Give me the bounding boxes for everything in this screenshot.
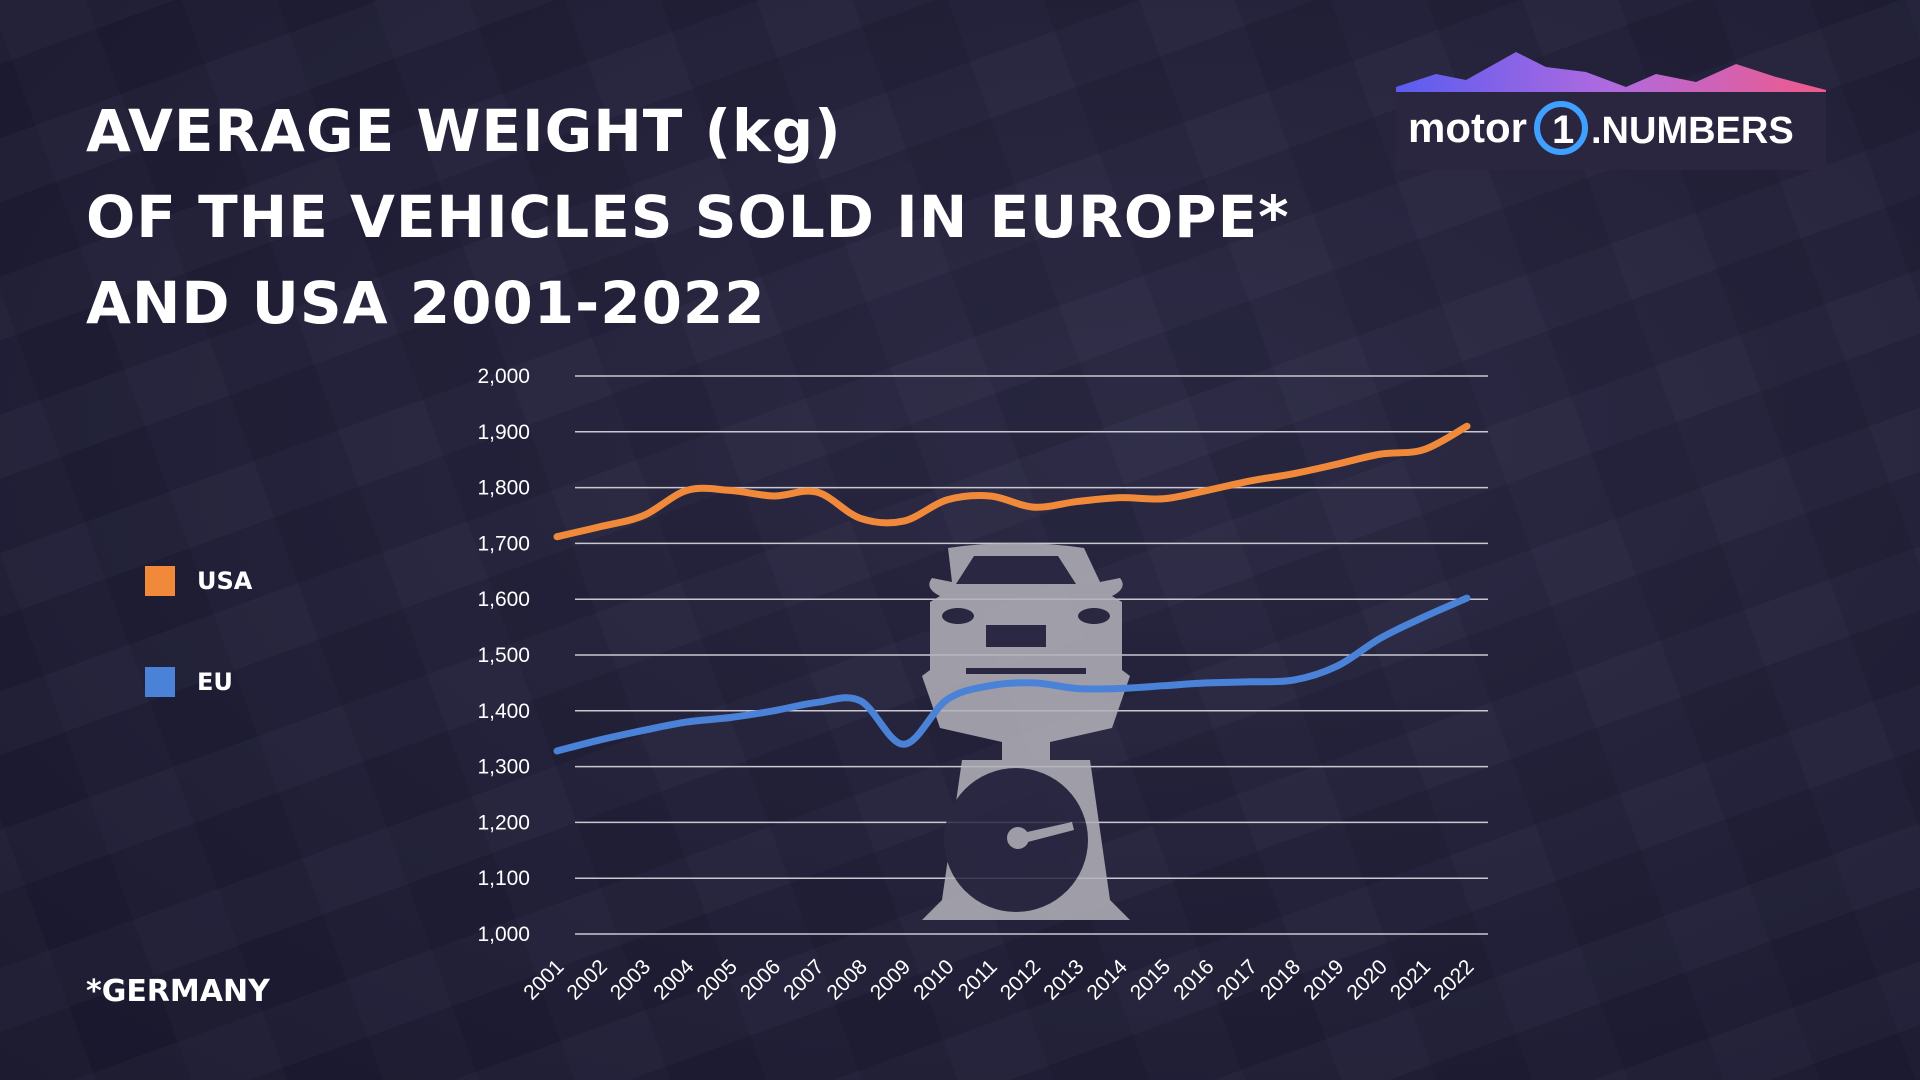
x-tick-label: 2006 (736, 955, 785, 1004)
series-line-usa (553, 422, 1471, 541)
y-tick-label: 1,300 (477, 756, 530, 779)
legend-label-usa: USA (197, 567, 253, 595)
x-tick-label: 2008 (823, 955, 872, 1004)
y-tick-label: 1,900 (477, 421, 530, 444)
title-line-1: AVERAGE WEIGHT (kg) (86, 97, 842, 165)
y-tick-label: 1,400 (477, 700, 530, 723)
x-tick-label: 2014 (1083, 955, 1133, 1005)
x-tick-label: 2017 (1213, 955, 1262, 1004)
x-tick-label: 2011 (954, 955, 1002, 1003)
footnote: *GERMANY (86, 974, 270, 1009)
legend-item-eu: EU (145, 667, 233, 697)
series-line-eu (553, 594, 1471, 755)
y-tick-label: 2,000 (477, 365, 530, 388)
legend-item-usa: USA (145, 566, 252, 596)
svg-text:1: 1 (1552, 108, 1574, 152)
y-tick-label: 1,500 (477, 644, 530, 667)
x-tick-label: 2003 (606, 955, 655, 1004)
x-tick-label: 2012 (996, 955, 1045, 1004)
svg-text:.NUMBERS: .NUMBERS (1591, 110, 1794, 152)
x-tick-label: 2010 (909, 955, 958, 1004)
x-tick-label: 2018 (1256, 955, 1305, 1004)
y-tick-label: 1,700 (477, 532, 530, 555)
x-tick-label: 2001 (519, 955, 568, 1004)
car-on-scale-icon (922, 543, 1130, 920)
x-tick-label: 2019 (1299, 955, 1348, 1004)
x-tick-label: 2004 (649, 955, 699, 1005)
x-tick-label: 2021 (1386, 955, 1435, 1004)
title-line-2: OF THE VEHICLES SOLD IN EUROPE* (86, 183, 1290, 251)
legend-swatch-eu (145, 667, 175, 697)
x-tick-label: 2002 (563, 955, 612, 1004)
x-tick-label: 2013 (1039, 955, 1088, 1004)
x-tick-label: 2009 (866, 955, 915, 1004)
y-tick-label: 1,000 (477, 923, 530, 946)
motor1-numbers-logo: motor 1 .NUMBERS (1396, 52, 1826, 170)
x-tick-label: 2007 (779, 955, 828, 1004)
x-tick-label: 2015 (1126, 955, 1175, 1004)
title-line-3: AND USA 2001-2022 (86, 269, 766, 337)
y-tick-label: 1,200 (477, 811, 530, 834)
svg-text:motor: motor (1408, 104, 1527, 151)
x-tick-label: 2016 (1169, 955, 1218, 1004)
y-tick-label: 1,800 (477, 477, 530, 500)
x-tick-label: 2020 (1343, 955, 1392, 1004)
x-tick-label: 2005 (693, 955, 742, 1004)
page-title: AVERAGE WEIGHT (kg) OF THE VEHICLES SOLD… (86, 88, 1290, 346)
y-tick-label: 1,100 (477, 867, 530, 890)
legend-swatch-usa (145, 566, 175, 596)
x-tick-label: 2022 (1429, 955, 1478, 1004)
y-tick-label: 1,600 (477, 588, 530, 611)
legend-label-eu: EU (197, 668, 233, 696)
